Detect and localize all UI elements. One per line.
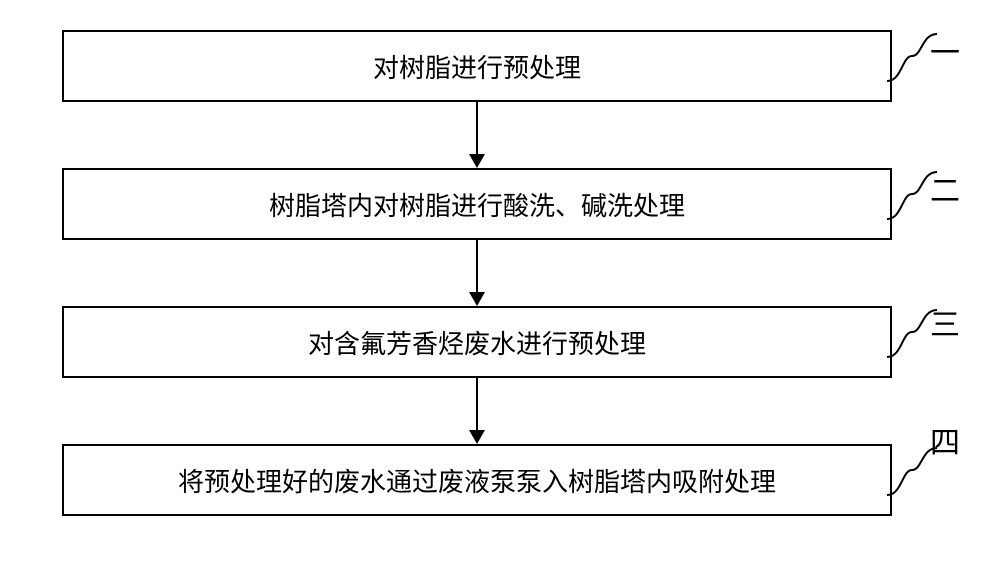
arrow-head-1 <box>469 154 485 168</box>
step-text-4: 将预处理好的废水通过废液泵泵入树脂塔内吸附处理 <box>178 462 776 499</box>
step-label-3: 三 <box>930 300 960 344</box>
flowchart-canvas: 对树脂进行预处理树脂塔内对树脂进行酸洗、碱洗处理对含氟芳香烃废水进行预处理将预处… <box>0 0 1000 576</box>
step-label-4: 四 <box>930 418 960 462</box>
step-box-4: 将预处理好的废水通过废液泵泵入树脂塔内吸附处理 <box>62 444 892 516</box>
step-text-3: 对含氟芳香烃废水进行预处理 <box>308 324 646 361</box>
step-label-1: 一 <box>930 28 960 72</box>
arrow-head-2 <box>469 292 485 306</box>
step-box-1: 对树脂进行预处理 <box>62 30 892 102</box>
step-text-1: 对树脂进行预处理 <box>373 48 581 85</box>
step-text-2: 树脂塔内对树脂进行酸洗、碱洗处理 <box>269 186 685 223</box>
arrow-line-1 <box>476 102 478 156</box>
step-box-2: 树脂塔内对树脂进行酸洗、碱洗处理 <box>62 168 892 240</box>
arrow-head-3 <box>469 430 485 444</box>
arrow-line-3 <box>476 378 478 432</box>
step-box-3: 对含氟芳香烃废水进行预处理 <box>62 306 892 378</box>
arrow-line-2 <box>476 240 478 294</box>
step-label-2: 二 <box>930 166 960 210</box>
